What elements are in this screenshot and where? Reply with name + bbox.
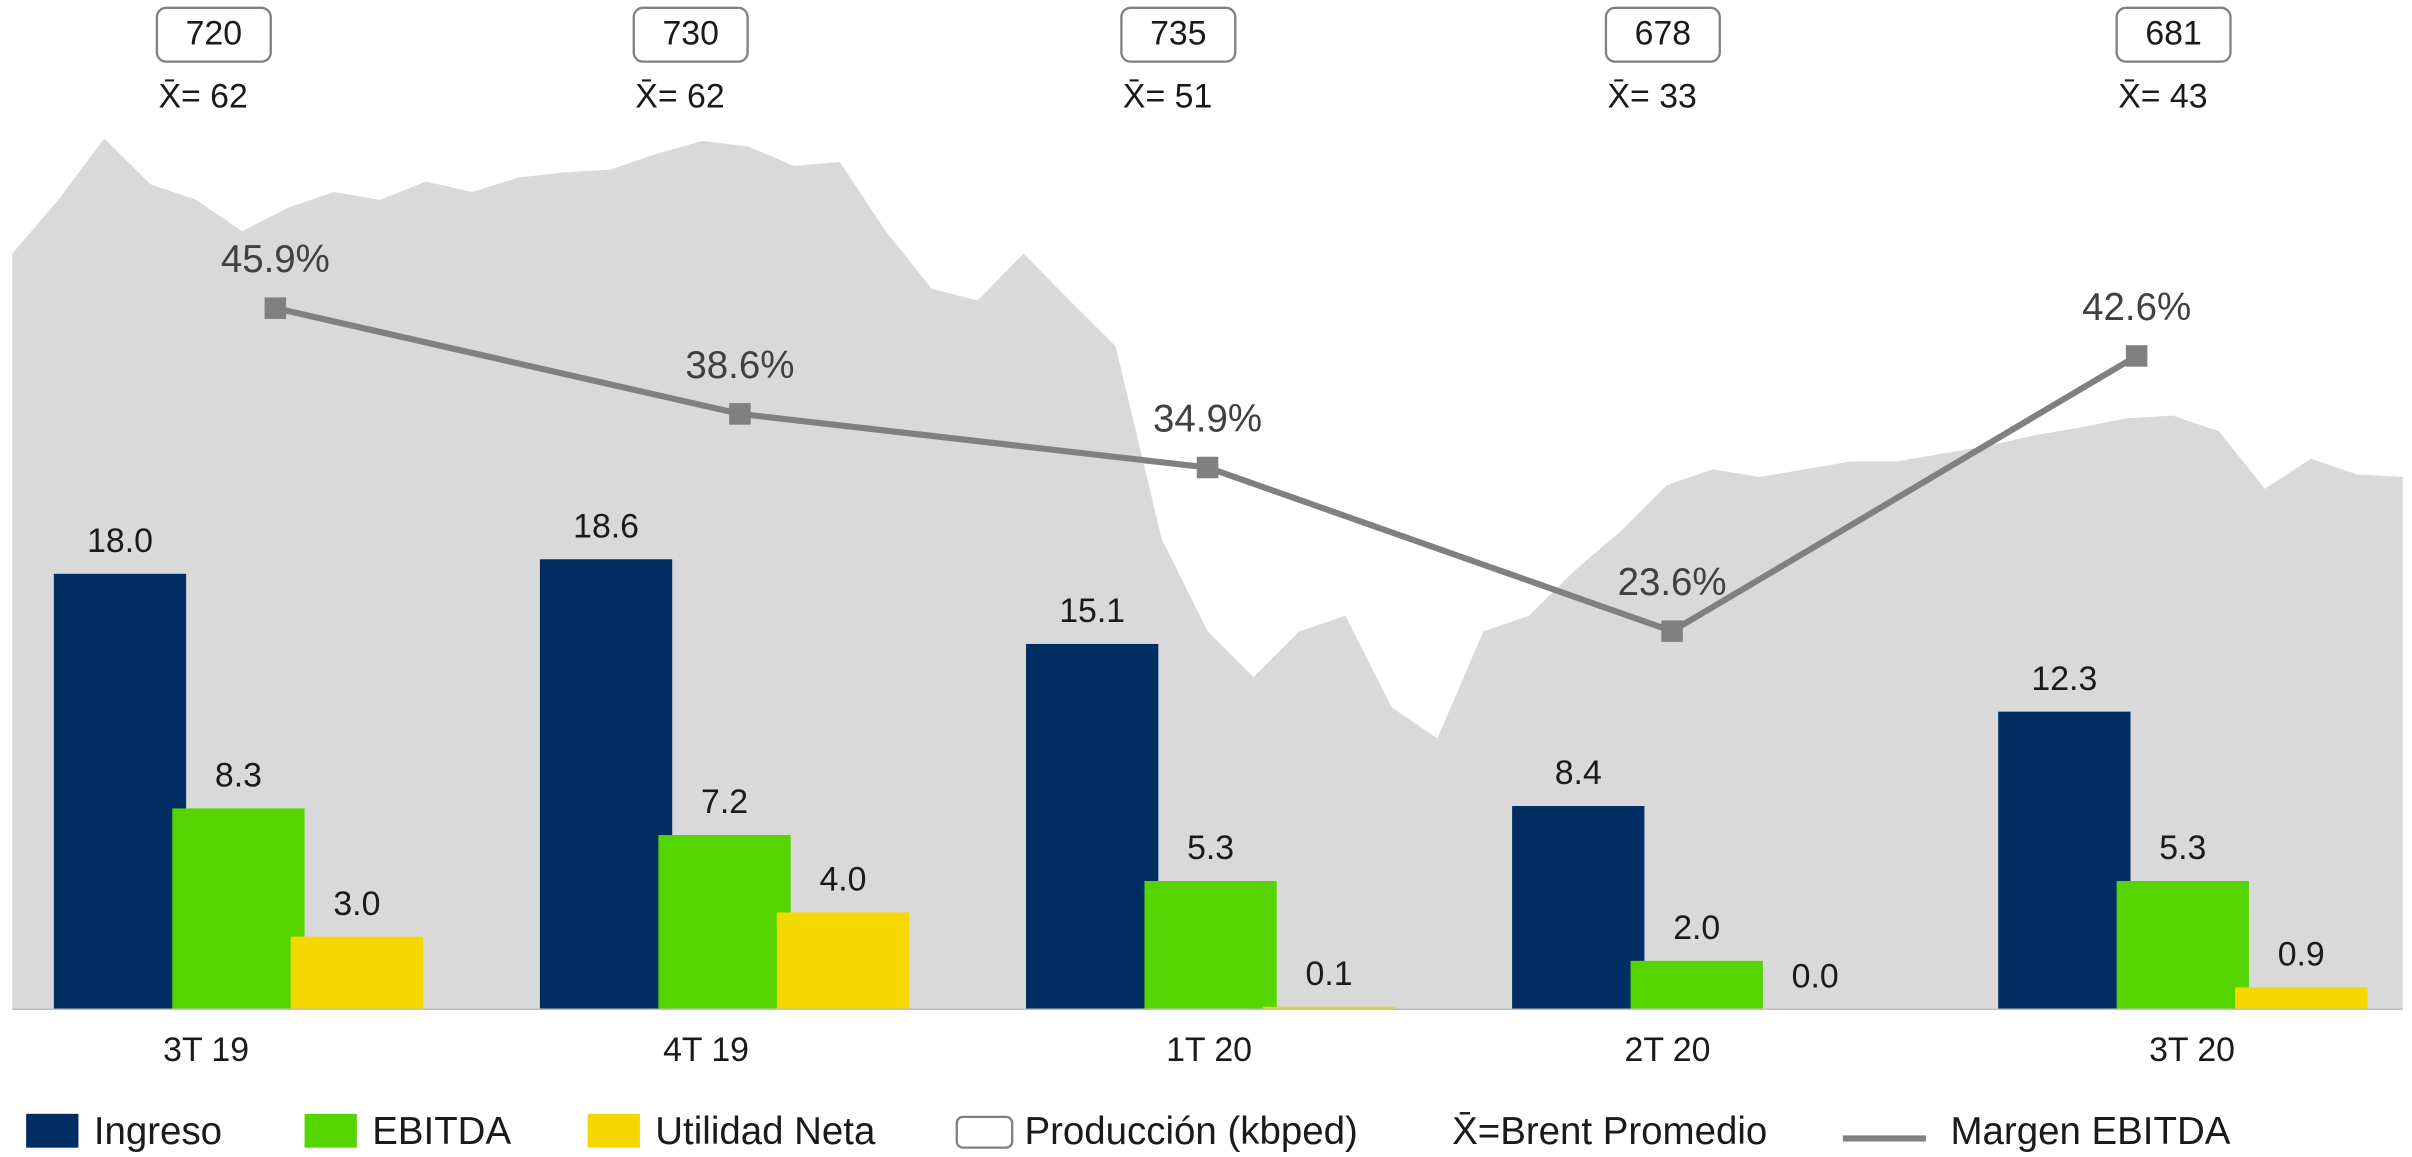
- x-tick-label: 2T 20: [1625, 1031, 1711, 1069]
- production-value: 720: [186, 14, 242, 52]
- bar-value-label: 5.3: [2159, 829, 2206, 867]
- margin-marker: [729, 403, 751, 425]
- production-box: [1604, 6, 1721, 63]
- legend-swatch: [587, 1113, 640, 1148]
- bar-value-label: 4.0: [819, 861, 866, 899]
- x-tick-label: 1T 20: [1166, 1031, 1252, 1069]
- bar-value-label: 18.0: [87, 522, 153, 560]
- bar: [2235, 987, 2368, 1010]
- production-value: 678: [1635, 14, 1691, 52]
- legend-label: Margen EBITDA: [1951, 1110, 2231, 1153]
- production-value: 681: [2145, 14, 2201, 52]
- x-tick-label: 3T 19: [163, 1031, 249, 1069]
- production-box: [632, 6, 749, 63]
- bar: [172, 808, 305, 1010]
- margin-marker: [1661, 620, 1683, 642]
- bar: [658, 835, 791, 1010]
- bar-value-label: 12.3: [2031, 660, 2097, 698]
- margin-label: 45.9%: [221, 238, 330, 281]
- bar-value-label: 0.1: [1306, 955, 1353, 993]
- x-tick-label: 3T 20: [2149, 1031, 2235, 1069]
- margin-marker: [2125, 345, 2148, 367]
- bar: [53, 573, 187, 1010]
- bar: [1144, 881, 1277, 1010]
- bar: [1630, 960, 1763, 1010]
- legend-label: Ingreso: [94, 1110, 222, 1153]
- bar-value-label: 15.1: [1059, 592, 1125, 630]
- bar-value-label: 5.3: [1187, 829, 1234, 867]
- bar: [2116, 881, 2249, 1010]
- bar-value-label: 7.2: [701, 783, 748, 821]
- legend-swatch: [955, 1115, 1014, 1149]
- bar: [1998, 711, 2131, 1010]
- bar: [1512, 806, 1645, 1010]
- margin-label: 23.6%: [1618, 561, 1727, 604]
- bar-value-label: 18.6: [573, 507, 639, 545]
- bar: [539, 559, 673, 1010]
- bar-value-label: 8.4: [1555, 754, 1602, 792]
- production-value: 735: [1150, 14, 1206, 52]
- brent-mean: X̄= 33: [1607, 77, 1696, 115]
- bar: [1262, 1006, 1396, 1010]
- legend-swatch: [26, 1113, 79, 1148]
- legend-label: EBITDA: [372, 1110, 511, 1153]
- legend-label: Utilidad Neta: [655, 1110, 876, 1153]
- x-tick-label: 4T 19: [663, 1031, 749, 1069]
- brent-mean: X̄= 51: [1123, 77, 1212, 115]
- bar-value-label: 8.3: [215, 757, 262, 795]
- legend-swatch: [304, 1113, 357, 1148]
- brent-mean: X̄= 43: [2118, 77, 2207, 115]
- margin-marker: [264, 297, 287, 319]
- margin-label: 38.6%: [685, 344, 794, 387]
- margin-marker: [1196, 456, 1219, 479]
- legend-label: Producción (kbped): [1024, 1110, 1357, 1153]
- bar: [1026, 643, 1159, 1010]
- brent-mean: X̄= 62: [158, 77, 247, 115]
- production-box: [2115, 6, 2232, 63]
- production-value: 730: [662, 14, 718, 52]
- production-box: [1120, 6, 1237, 63]
- bar-value-label: 0.0: [1792, 957, 1839, 995]
- bar: [776, 912, 910, 1010]
- production-box: [155, 6, 272, 63]
- brent-mean: X̄= 62: [635, 77, 724, 115]
- bar-value-label: 0.9: [2278, 936, 2325, 974]
- margin-label: 42.6%: [2082, 286, 2191, 329]
- bar: [290, 936, 424, 1010]
- bar-value-label: 3.0: [333, 885, 380, 923]
- bar-value-label: 2.0: [1673, 909, 1720, 947]
- margin-label: 34.9%: [1153, 397, 1262, 440]
- legend-label: X̄=Brent Promedio: [1452, 1110, 1767, 1153]
